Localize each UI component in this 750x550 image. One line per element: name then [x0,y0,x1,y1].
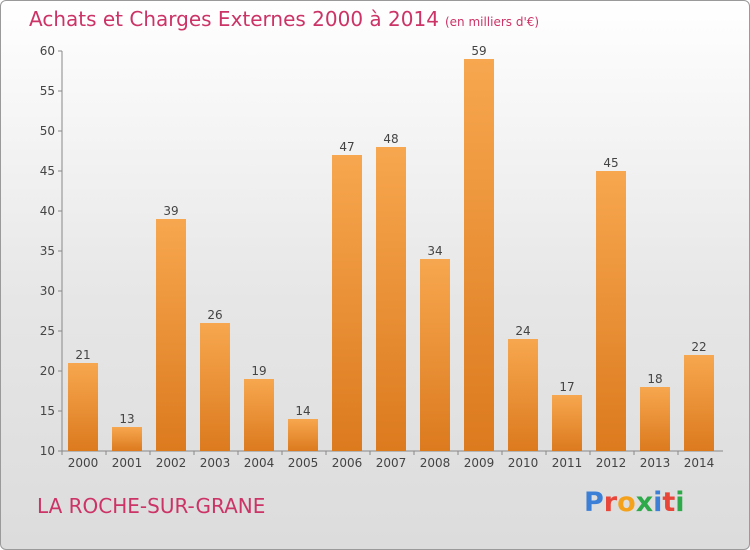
y-tick-label: 50 [40,124,55,138]
data-label: 19 [251,364,266,378]
y-tick-label: 10 [40,444,55,458]
bar [376,147,406,451]
proxiti-logo: Proxiti [584,487,685,518]
data-label: 21 [75,348,90,362]
x-tick-label: 2007 [376,456,407,470]
commune-name: LA ROCHE-SUR-GRANE [37,494,266,518]
data-label: 39 [163,204,178,218]
y-tick-label: 35 [40,244,55,258]
x-tick-label: 2010 [508,456,539,470]
x-tick-label: 2011 [552,456,583,470]
data-label: 24 [515,324,530,338]
logo-letter: r [603,487,618,518]
bar [640,387,670,451]
logo-letter: i [675,487,685,518]
data-label: 18 [647,372,662,386]
bar [552,395,582,451]
x-tick-label: 2001 [112,456,143,470]
bar [596,171,626,451]
data-label: 13 [119,412,134,426]
y-tick-label: 45 [40,164,55,178]
x-tick-label: 2008 [420,456,451,470]
x-tick-label: 2003 [200,456,231,470]
y-tick-label: 60 [40,44,55,58]
bar [464,59,494,451]
x-tick-label: 2000 [68,456,99,470]
bar [156,219,186,451]
chart-axes: 10 15 20 25 30 35 40 45 50 55 60 2000 2001 2002 2003 20… [40,44,723,470]
data-label: 14 [295,404,310,418]
bar [288,419,318,451]
x-tick-label: 2002 [156,456,187,470]
data-label: 26 [207,308,222,322]
data-label: 59 [471,44,486,58]
chart-data-labels: 21 13 39 26 19 14 47 48 34 59 24 17 45 18 22 [75,44,706,426]
y-tick-label: 20 [40,364,55,378]
logo-letter: P [584,487,604,518]
x-tick-label: 2005 [288,456,319,470]
y-tick-label: 25 [40,324,55,338]
logo-letter: i [653,487,663,518]
bar [332,155,362,451]
data-label: 45 [603,156,618,170]
bar [112,427,142,451]
y-tick-label: 15 [40,404,55,418]
data-label: 34 [427,244,442,258]
chart-bars [68,59,714,451]
x-tick-label: 2009 [464,456,495,470]
x-tick-label: 2006 [332,456,363,470]
y-tick-label: 30 [40,284,55,298]
data-label: 17 [559,380,574,394]
chart-title: Achats et Charges Externes 2000 à 2014 (e… [29,7,539,31]
bar [420,259,450,451]
chart-subtitle: (en milliers d'€) [444,15,540,29]
bar [200,323,230,451]
data-label: 47 [339,140,354,154]
bar [508,339,538,451]
logo-letter: x [635,487,654,518]
x-tick-label: 2014 [684,456,715,470]
x-tick-label: 2013 [640,456,671,470]
logo-letter: o [617,487,636,518]
bar [684,355,714,451]
bar [244,379,274,451]
x-tick-label: 2004 [244,456,275,470]
y-tick-label: 55 [40,84,55,98]
y-tick-label: 40 [40,204,55,218]
data-label: 22 [691,340,706,354]
data-label: 48 [383,132,398,146]
x-tick-label: 2012 [596,456,627,470]
bar [68,363,98,451]
logo-letter: t [662,487,676,518]
chart-title-text: Achats et Charges Externes 2000 à 2014 [29,7,439,31]
